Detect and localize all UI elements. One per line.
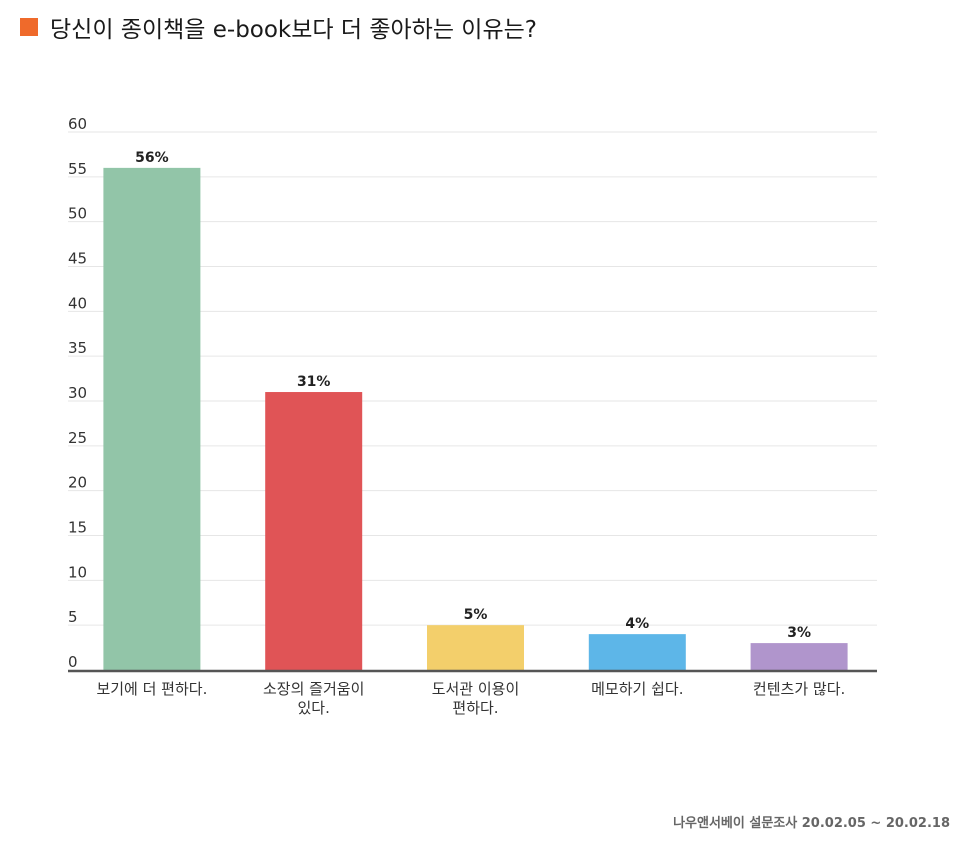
title-square-icon — [20, 18, 38, 36]
y-tick-label: 25 — [68, 429, 87, 447]
bar — [750, 643, 848, 670]
y-tick-label: 55 — [68, 160, 87, 178]
x-category-label: 도서관 이용이 — [432, 680, 520, 698]
x-category-label: 메모하기 쉽다. — [591, 680, 683, 698]
x-category-label: 편하다. — [452, 699, 498, 717]
x-category-label: 보기에 더 편하다. — [96, 680, 207, 698]
y-tick-label: 0 — [68, 653, 78, 671]
y-tick-label: 40 — [68, 294, 87, 312]
y-tick-label: 60 — [68, 115, 87, 133]
data-label: 31% — [297, 374, 331, 390]
data-label: 5% — [464, 607, 488, 623]
data-label: 4% — [625, 616, 649, 632]
data-label: 56% — [135, 150, 169, 166]
chart-title: 당신이 종이책을 e-book보다 더 좋아하는 이유는? — [50, 17, 537, 43]
survey-source: 나우앤서베이 설문조사 20.02.05 ~ 20.02.18 — [673, 816, 950, 831]
y-tick-label: 20 — [68, 474, 87, 492]
y-tick-label: 5 — [68, 608, 78, 626]
x-category-label: 컨텐츠가 많다. — [753, 680, 845, 698]
y-tick-label: 30 — [68, 384, 87, 402]
bar — [103, 167, 201, 670]
bar-chart: 0 5 10 15 20 25 30 35 40 45 50 55 60 56% 보기에 더 편하다. 31%… — [68, 115, 877, 717]
bar — [265, 392, 363, 670]
y-tick-label: 45 — [68, 250, 87, 268]
bar — [427, 625, 524, 670]
chart-title-row: 당신이 종이책을 e-book보다 더 좋아하는 이유는? — [20, 10, 537, 44]
y-tick-label: 35 — [68, 339, 87, 357]
x-category-label: 있다. — [298, 699, 330, 717]
y-tick-label: 15 — [68, 519, 87, 537]
y-tick-label: 10 — [68, 563, 87, 581]
bar — [588, 634, 686, 670]
x-category-label: 소장의 즐거움이 — [263, 680, 364, 698]
y-tick-label: 50 — [68, 205, 87, 223]
data-label: 3% — [787, 625, 811, 641]
